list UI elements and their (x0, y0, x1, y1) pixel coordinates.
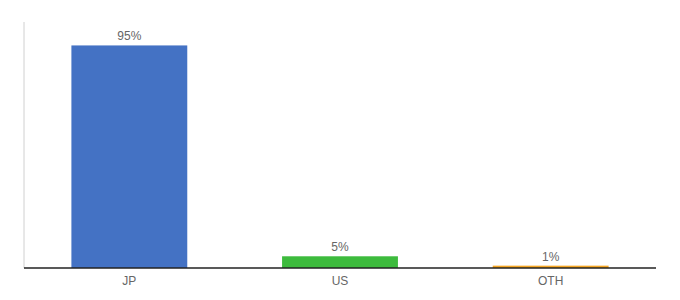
y-axis-line (24, 22, 25, 268)
chart-container: JP US OTH 95% 5% 1% (0, 0, 680, 300)
x-tick-label: OTH (538, 274, 563, 288)
x-axis: JP US OTH (24, 268, 656, 288)
bar (282, 256, 398, 268)
x-tick-label: US (332, 274, 349, 288)
data-labels: 95% 5% 1% (117, 29, 559, 263)
bar (71, 45, 187, 268)
page: {"chart_data": {"type": "bar", "categori… (0, 0, 680, 300)
data-label: 1% (542, 250, 560, 264)
data-label: 5% (331, 240, 349, 254)
x-axis-line (24, 267, 656, 269)
x-tick-label: JP (122, 274, 136, 288)
chart-svg: JP US OTH 95% 5% 1% (0, 0, 680, 300)
bars (71, 45, 608, 268)
data-label: 95% (117, 29, 141, 43)
